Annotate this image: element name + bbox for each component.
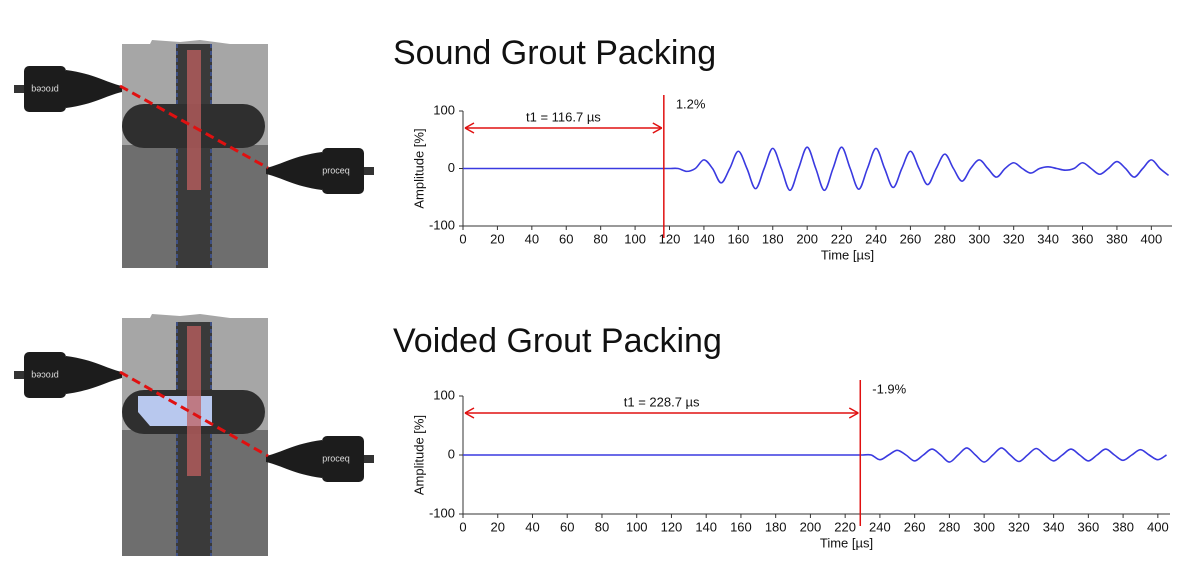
y-tick-label: -100	[429, 217, 455, 232]
waveform	[462, 447, 1167, 463]
x-tick-label: 300	[968, 231, 990, 246]
y-tick-label: 100	[433, 102, 455, 117]
x-tick-label: 360	[1072, 231, 1094, 246]
x-tick-label: 400	[1147, 519, 1169, 534]
arrow-head	[464, 407, 859, 419]
x-tick-label: 220	[831, 231, 853, 246]
x-tick-label: 180	[762, 231, 784, 246]
x-tick-label: 260	[900, 231, 922, 246]
x-tick-label: 0	[459, 231, 466, 246]
x-tick-label: 220	[834, 519, 856, 534]
x-tick-label: 120	[661, 519, 683, 534]
diagram-voided: proceq proceq	[14, 314, 374, 556]
t1-label: t1 = 228.7 µs	[624, 394, 700, 409]
y-tick-label: 100	[433, 387, 455, 402]
chart-title: Sound Grout Packing	[393, 34, 716, 72]
x-tick-label: 100	[624, 231, 646, 246]
x-tick-label: 380	[1106, 231, 1128, 246]
x-tick-label: 60	[559, 231, 573, 246]
onset-label: 1.2%	[676, 96, 706, 111]
x-tick-label: 180	[765, 519, 787, 534]
x-tick-label: 340	[1037, 231, 1059, 246]
x-tick-label: 120	[659, 231, 681, 246]
x-tick-label: 20	[490, 231, 504, 246]
y-tick-label: -100	[429, 505, 455, 520]
x-tick-label: 240	[869, 519, 891, 534]
x-tick-label: 40	[525, 231, 539, 246]
t1-label: t1 = 116.7 µs	[526, 109, 601, 124]
x-tick-label: 80	[593, 231, 607, 246]
probe-label: proceq	[322, 453, 350, 463]
x-tick-label: 140	[693, 231, 715, 246]
x-tick-label: 200	[796, 231, 818, 246]
x-tick-label: 160	[730, 519, 752, 534]
x-tick-label: 100	[626, 519, 648, 534]
x-tick-label: 20	[491, 519, 505, 534]
x-tick-label: 400	[1140, 231, 1162, 246]
y-axis-label: Amplitude [%]	[411, 128, 426, 208]
x-tick-label: 260	[904, 519, 926, 534]
y-axis-label: Amplitude [%]	[411, 415, 426, 495]
probe-label: proceq	[31, 85, 59, 95]
x-axis-label: Time [µs]	[821, 247, 874, 262]
x-tick-label: 240	[865, 231, 887, 246]
x-tick-label: 0	[459, 519, 466, 534]
chart: Sound Grout Packing -100 0 100 0 20 40 60 80 100 1…	[393, 34, 1172, 262]
probe-label: proceq	[31, 371, 59, 381]
waveform	[462, 146, 1170, 192]
x-tick-label: 340	[1043, 519, 1065, 534]
x-tick-label: 200	[800, 519, 822, 534]
y-tick-label: 0	[448, 446, 455, 461]
diagram-sound: proceq proceq	[14, 40, 374, 268]
probe-label: proceq	[322, 165, 350, 175]
x-tick-label: 360	[1078, 519, 1100, 534]
x-tick-label: 320	[1008, 519, 1030, 534]
x-tick-label: 140	[695, 519, 717, 534]
chart-title: Voided Grout Packing	[393, 322, 722, 360]
x-tick-label: 380	[1112, 519, 1134, 534]
x-tick-label: 40	[525, 519, 539, 534]
x-tick-label: 280	[934, 231, 956, 246]
x-tick-label: 80	[595, 519, 609, 534]
x-tick-label: 300	[973, 519, 995, 534]
onset-label: -1.9%	[872, 381, 906, 396]
y-tick-label: 0	[448, 160, 455, 175]
x-tick-label: 280	[939, 519, 961, 534]
x-tick-label: 320	[1003, 231, 1025, 246]
arrow-head	[464, 122, 663, 134]
chart: Voided Grout Packing -100 0 100 0 20 40 60 80 100…	[393, 322, 1170, 550]
x-axis-label: Time [µs]	[820, 535, 873, 550]
x-tick-label: 160	[727, 231, 749, 246]
x-tick-label: 60	[560, 519, 574, 534]
